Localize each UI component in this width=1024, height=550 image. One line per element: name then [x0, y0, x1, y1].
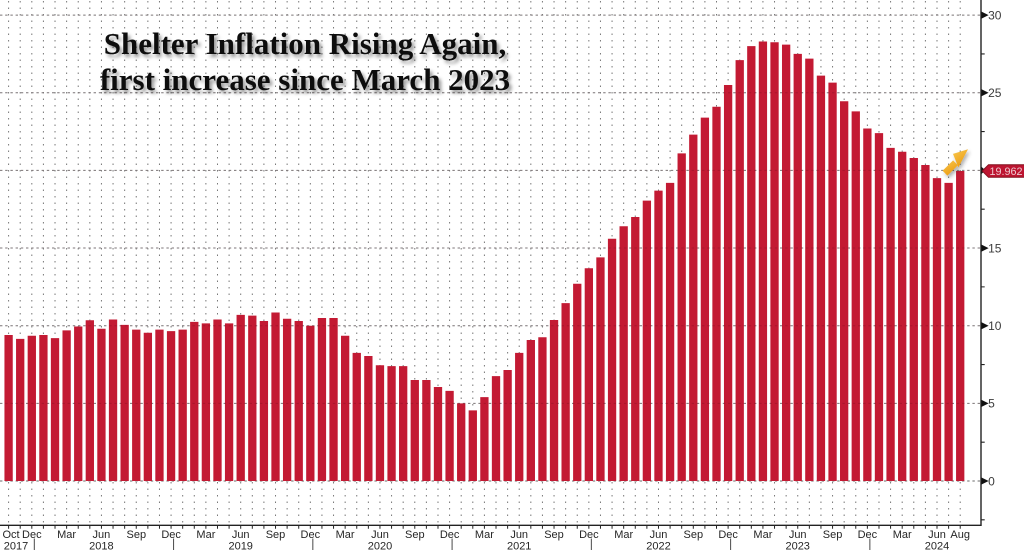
svg-text:Mar: Mar [614, 529, 633, 541]
svg-text:Dec: Dec [858, 529, 878, 541]
svg-text:19.962: 19.962 [990, 166, 1023, 178]
svg-text:2024: 2024 [925, 540, 949, 550]
svg-text:Aug: Aug [950, 529, 970, 541]
svg-text:5: 5 [988, 397, 995, 411]
svg-text:2023: 2023 [785, 540, 809, 550]
svg-text:Jun: Jun [371, 529, 389, 541]
svg-text:Sep: Sep [127, 529, 147, 541]
svg-text:Mar: Mar [893, 529, 912, 541]
svg-text:25: 25 [988, 86, 1002, 100]
svg-text:2019: 2019 [228, 540, 252, 550]
svg-text:Mar: Mar [336, 529, 355, 541]
svg-text:Sep: Sep [823, 529, 843, 541]
svg-text:Dec: Dec [301, 529, 321, 541]
svg-text:Sep: Sep [684, 529, 704, 541]
svg-text:2020: 2020 [368, 540, 392, 550]
svg-text:Jun: Jun [232, 529, 250, 541]
svg-text:Mar: Mar [475, 529, 494, 541]
svg-text:2022: 2022 [646, 540, 670, 550]
svg-text:Jun: Jun [510, 529, 528, 541]
svg-text:Jun: Jun [93, 529, 111, 541]
svg-text:Jun: Jun [650, 529, 668, 541]
svg-text:Sep: Sep [405, 529, 425, 541]
svg-text:15: 15 [988, 241, 1002, 255]
svg-text:2017: 2017 [4, 540, 28, 550]
svg-text:Mar: Mar [753, 529, 772, 541]
svg-text:Dec: Dec [579, 529, 599, 541]
svg-text:2018: 2018 [89, 540, 113, 550]
svg-text:Jun: Jun [928, 529, 946, 541]
svg-text:10: 10 [988, 319, 1002, 333]
svg-text:Mar: Mar [57, 529, 76, 541]
svg-text:Oct: Oct [2, 529, 19, 541]
svg-text:Sep: Sep [544, 529, 564, 541]
svg-text:Mar: Mar [196, 529, 215, 541]
svg-text:Dec: Dec [718, 529, 738, 541]
svg-text:0: 0 [988, 474, 995, 488]
svg-text:30: 30 [988, 8, 1002, 22]
svg-text:Dec: Dec [22, 529, 42, 541]
svg-text:2021: 2021 [507, 540, 531, 550]
svg-text:Dec: Dec [440, 529, 460, 541]
svg-text:Dec: Dec [161, 529, 181, 541]
svg-text:Sep: Sep [266, 529, 286, 541]
svg-text:Jun: Jun [789, 529, 807, 541]
